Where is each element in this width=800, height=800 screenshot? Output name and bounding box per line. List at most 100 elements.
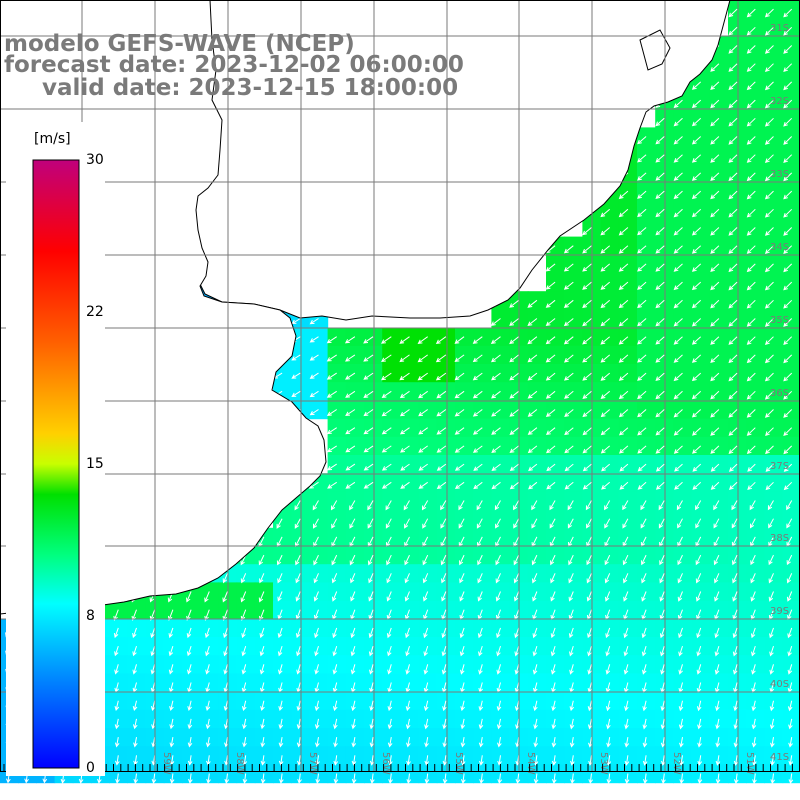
wind-speed-cell xyxy=(764,109,784,128)
wind-arrow xyxy=(642,755,648,766)
wind-arrow xyxy=(527,354,538,363)
wind-arrow xyxy=(691,409,702,418)
wind-arrow xyxy=(260,718,265,730)
wind-arrow xyxy=(582,227,592,236)
wind-arrow xyxy=(569,645,574,657)
wind-arrow xyxy=(673,372,683,382)
wind-arrow xyxy=(460,773,466,784)
wind-arrow xyxy=(691,154,702,163)
wind-arrow xyxy=(710,136,720,145)
wind-arrow xyxy=(400,481,410,489)
wind-arrow xyxy=(132,627,137,639)
wind-arrow xyxy=(568,591,574,602)
wind-arrow xyxy=(673,354,683,363)
wind-arrow xyxy=(655,190,665,199)
wind-arrow xyxy=(750,627,756,639)
wind-arrow xyxy=(732,573,738,584)
wind-speed-cell xyxy=(546,400,565,420)
wind-speed-cell xyxy=(709,163,729,183)
wind-arrow xyxy=(710,463,720,472)
wind-arrow xyxy=(423,627,429,639)
wind-arrow xyxy=(692,463,702,472)
wind-speed-cell xyxy=(746,400,765,420)
wind-arrow xyxy=(783,427,793,437)
wind-arrow xyxy=(309,409,319,416)
wind-speed-cell xyxy=(637,127,656,147)
wind-speed-cell xyxy=(728,54,747,74)
wind-arrow xyxy=(454,390,465,399)
wind-arrow xyxy=(637,154,647,163)
colorbar xyxy=(32,159,80,769)
wind-arrow xyxy=(582,281,592,290)
wind-arrow xyxy=(618,190,629,200)
latitude-label: 40S xyxy=(770,679,789,690)
wind-arrow xyxy=(381,409,392,417)
wind-arrow xyxy=(769,645,774,657)
wind-arrow xyxy=(691,263,702,272)
wind-arrow xyxy=(460,700,465,712)
wind-speed-cell xyxy=(600,218,620,238)
wind-arrow xyxy=(655,172,665,181)
wind-speed-cell xyxy=(764,0,784,19)
wind-arrow xyxy=(582,318,592,327)
wind-arrow xyxy=(277,645,283,657)
wind-arrow xyxy=(605,700,611,712)
wind-arrow xyxy=(224,737,229,748)
wind-arrow xyxy=(582,299,592,309)
wind-arrow xyxy=(241,645,247,657)
wind-arrow xyxy=(531,500,538,511)
wind-arrow xyxy=(728,227,738,236)
wind-arrow xyxy=(350,573,356,584)
wind-arrow xyxy=(787,700,793,712)
wind-arrow xyxy=(600,318,611,327)
wind-arrow xyxy=(532,627,538,639)
wind-arrow xyxy=(764,8,774,18)
wind-speed-cell xyxy=(637,145,656,165)
wind-arrow xyxy=(509,463,520,472)
wind-arrow xyxy=(728,99,738,109)
wind-arrow xyxy=(527,299,538,308)
wind-arrow xyxy=(545,299,556,308)
wind-arrow xyxy=(223,645,228,657)
wind-arrow xyxy=(349,554,356,566)
wind-arrow xyxy=(294,518,301,529)
latitude-label: 34S xyxy=(770,242,789,253)
wind-arrow xyxy=(764,354,774,364)
wind-arrow xyxy=(363,409,374,417)
wind-arrow xyxy=(114,737,120,748)
wind-arrow xyxy=(563,299,574,308)
wind-speed-cell xyxy=(673,182,693,201)
wind-arrow xyxy=(564,445,574,454)
wind-speed-cell xyxy=(527,455,547,474)
wind-arrow xyxy=(765,445,774,455)
wind-arrow xyxy=(496,627,501,639)
wind-arrow xyxy=(387,718,393,730)
wind-arrow xyxy=(764,318,774,327)
wind-arrow xyxy=(240,609,247,621)
wind-arrow xyxy=(546,463,556,472)
wind-speed-cell xyxy=(436,345,456,365)
wind-arrow xyxy=(369,700,374,712)
wind-speed-cell xyxy=(564,327,583,347)
wind-speed-cell xyxy=(746,436,765,456)
wind-arrow xyxy=(746,154,756,163)
wind-speed-cell xyxy=(764,18,784,37)
wind-arrow xyxy=(551,700,556,712)
wind-arrow xyxy=(582,372,592,381)
wind-speed-cell xyxy=(709,327,729,347)
wind-speed-cell xyxy=(345,345,365,365)
wind-arrow xyxy=(640,500,647,511)
wind-speed-cell xyxy=(527,345,547,365)
wind-arrow xyxy=(764,117,774,127)
forecast-date: forecast date: 2023-12-02 06:00:00 xyxy=(4,52,464,78)
wind-arrow xyxy=(728,26,738,36)
wind-speed-cell xyxy=(491,345,511,365)
colorbar-tick-label: 0 xyxy=(86,760,95,776)
wind-arrow xyxy=(351,700,356,712)
wind-arrow xyxy=(642,700,647,712)
wind-arrow xyxy=(655,318,665,327)
wind-arrow xyxy=(746,227,756,236)
wind-arrow xyxy=(385,518,392,529)
wind-speed-cell xyxy=(764,36,784,56)
wind-speed-cell xyxy=(728,163,747,183)
